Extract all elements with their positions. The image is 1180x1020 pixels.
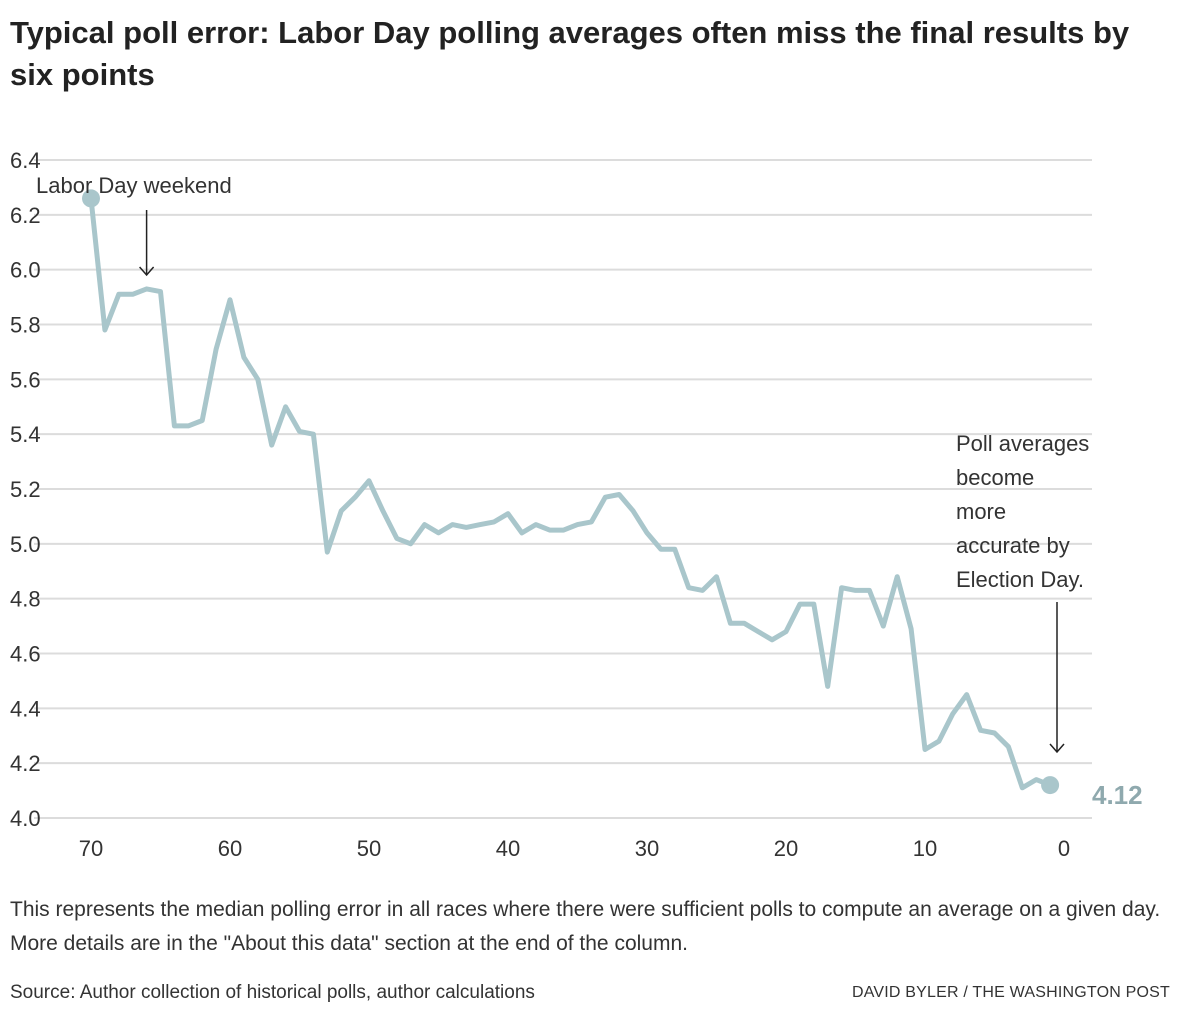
annotation-line: more [956, 499, 1006, 524]
series-points: 4.12 [82, 189, 1143, 810]
y-tick-label: 4.8 [10, 587, 41, 612]
gridlines [34, 159, 1092, 819]
end-value-label: 4.12 [1092, 780, 1143, 810]
annotation-line: become [956, 465, 1034, 490]
end-point [1041, 776, 1060, 795]
line-chart: 4.04.24.44.64.85.05.25.45.65.86.06.26.4 … [10, 148, 1143, 861]
x-tick-label: 0 [1058, 836, 1070, 861]
y-tick-label: 5.2 [10, 477, 41, 502]
credit-text: DAVID BYLER / THE WASHINGTON POST [851, 984, 1170, 1001]
x-tick-label: 60 [218, 836, 242, 861]
y-tick-label: 4.2 [10, 751, 41, 776]
x-tick-label: 20 [774, 836, 798, 861]
series-line [88, 198, 1052, 791]
y-tick-label: 4.4 [10, 696, 41, 721]
x-tick-label: 40 [496, 836, 520, 861]
annotation-election-day: Poll averages become more accurate by Electi… [956, 431, 1089, 592]
arrowhead-icon [1049, 743, 1065, 754]
y-tick-label: 4.0 [10, 806, 41, 831]
x-tick-label: 10 [913, 836, 937, 861]
annotation-line: Poll averages [956, 431, 1089, 456]
chart-note: This represents the median polling error… [10, 898, 1161, 955]
annotation-line: accurate by [956, 533, 1070, 558]
annotations: Labor Day weekend Poll averages become more… [36, 173, 1089, 754]
x-tick-label: 70 [79, 836, 103, 861]
y-tick-label: 5.4 [10, 422, 41, 447]
y-tick-label: 6.0 [10, 258, 41, 283]
source-text: Source: Author collection of historical … [10, 982, 535, 1003]
y-tick-label: 6.4 [10, 148, 41, 173]
y-tick-label: 4.6 [10, 642, 41, 667]
y-tick-label: 5.6 [10, 367, 41, 392]
y-axis-ticks: 4.0 4.2 4.4 4.6 4.8 5.0 5.2 5.4 5.6 5.8 6.0 6.2 6.4 [10, 148, 41, 831]
chart-title: Typical poll error: Labor Day polling av… [10, 15, 1130, 92]
start-point [82, 189, 100, 208]
annotation-labor-day: Labor Day weekend [36, 173, 232, 198]
annotation-line: Election Day. [956, 567, 1084, 592]
y-tick-label: 5.0 [10, 532, 41, 557]
arrowhead-icon [139, 266, 155, 277]
x-tick-label: 50 [357, 836, 381, 861]
y-tick-label: 6.2 [10, 203, 41, 228]
y-tick-label: 5.8 [10, 313, 41, 338]
x-axis-ticks: 70 60 50 40 30 20 10 0 [79, 836, 1070, 861]
x-tick-label: 30 [635, 836, 659, 861]
